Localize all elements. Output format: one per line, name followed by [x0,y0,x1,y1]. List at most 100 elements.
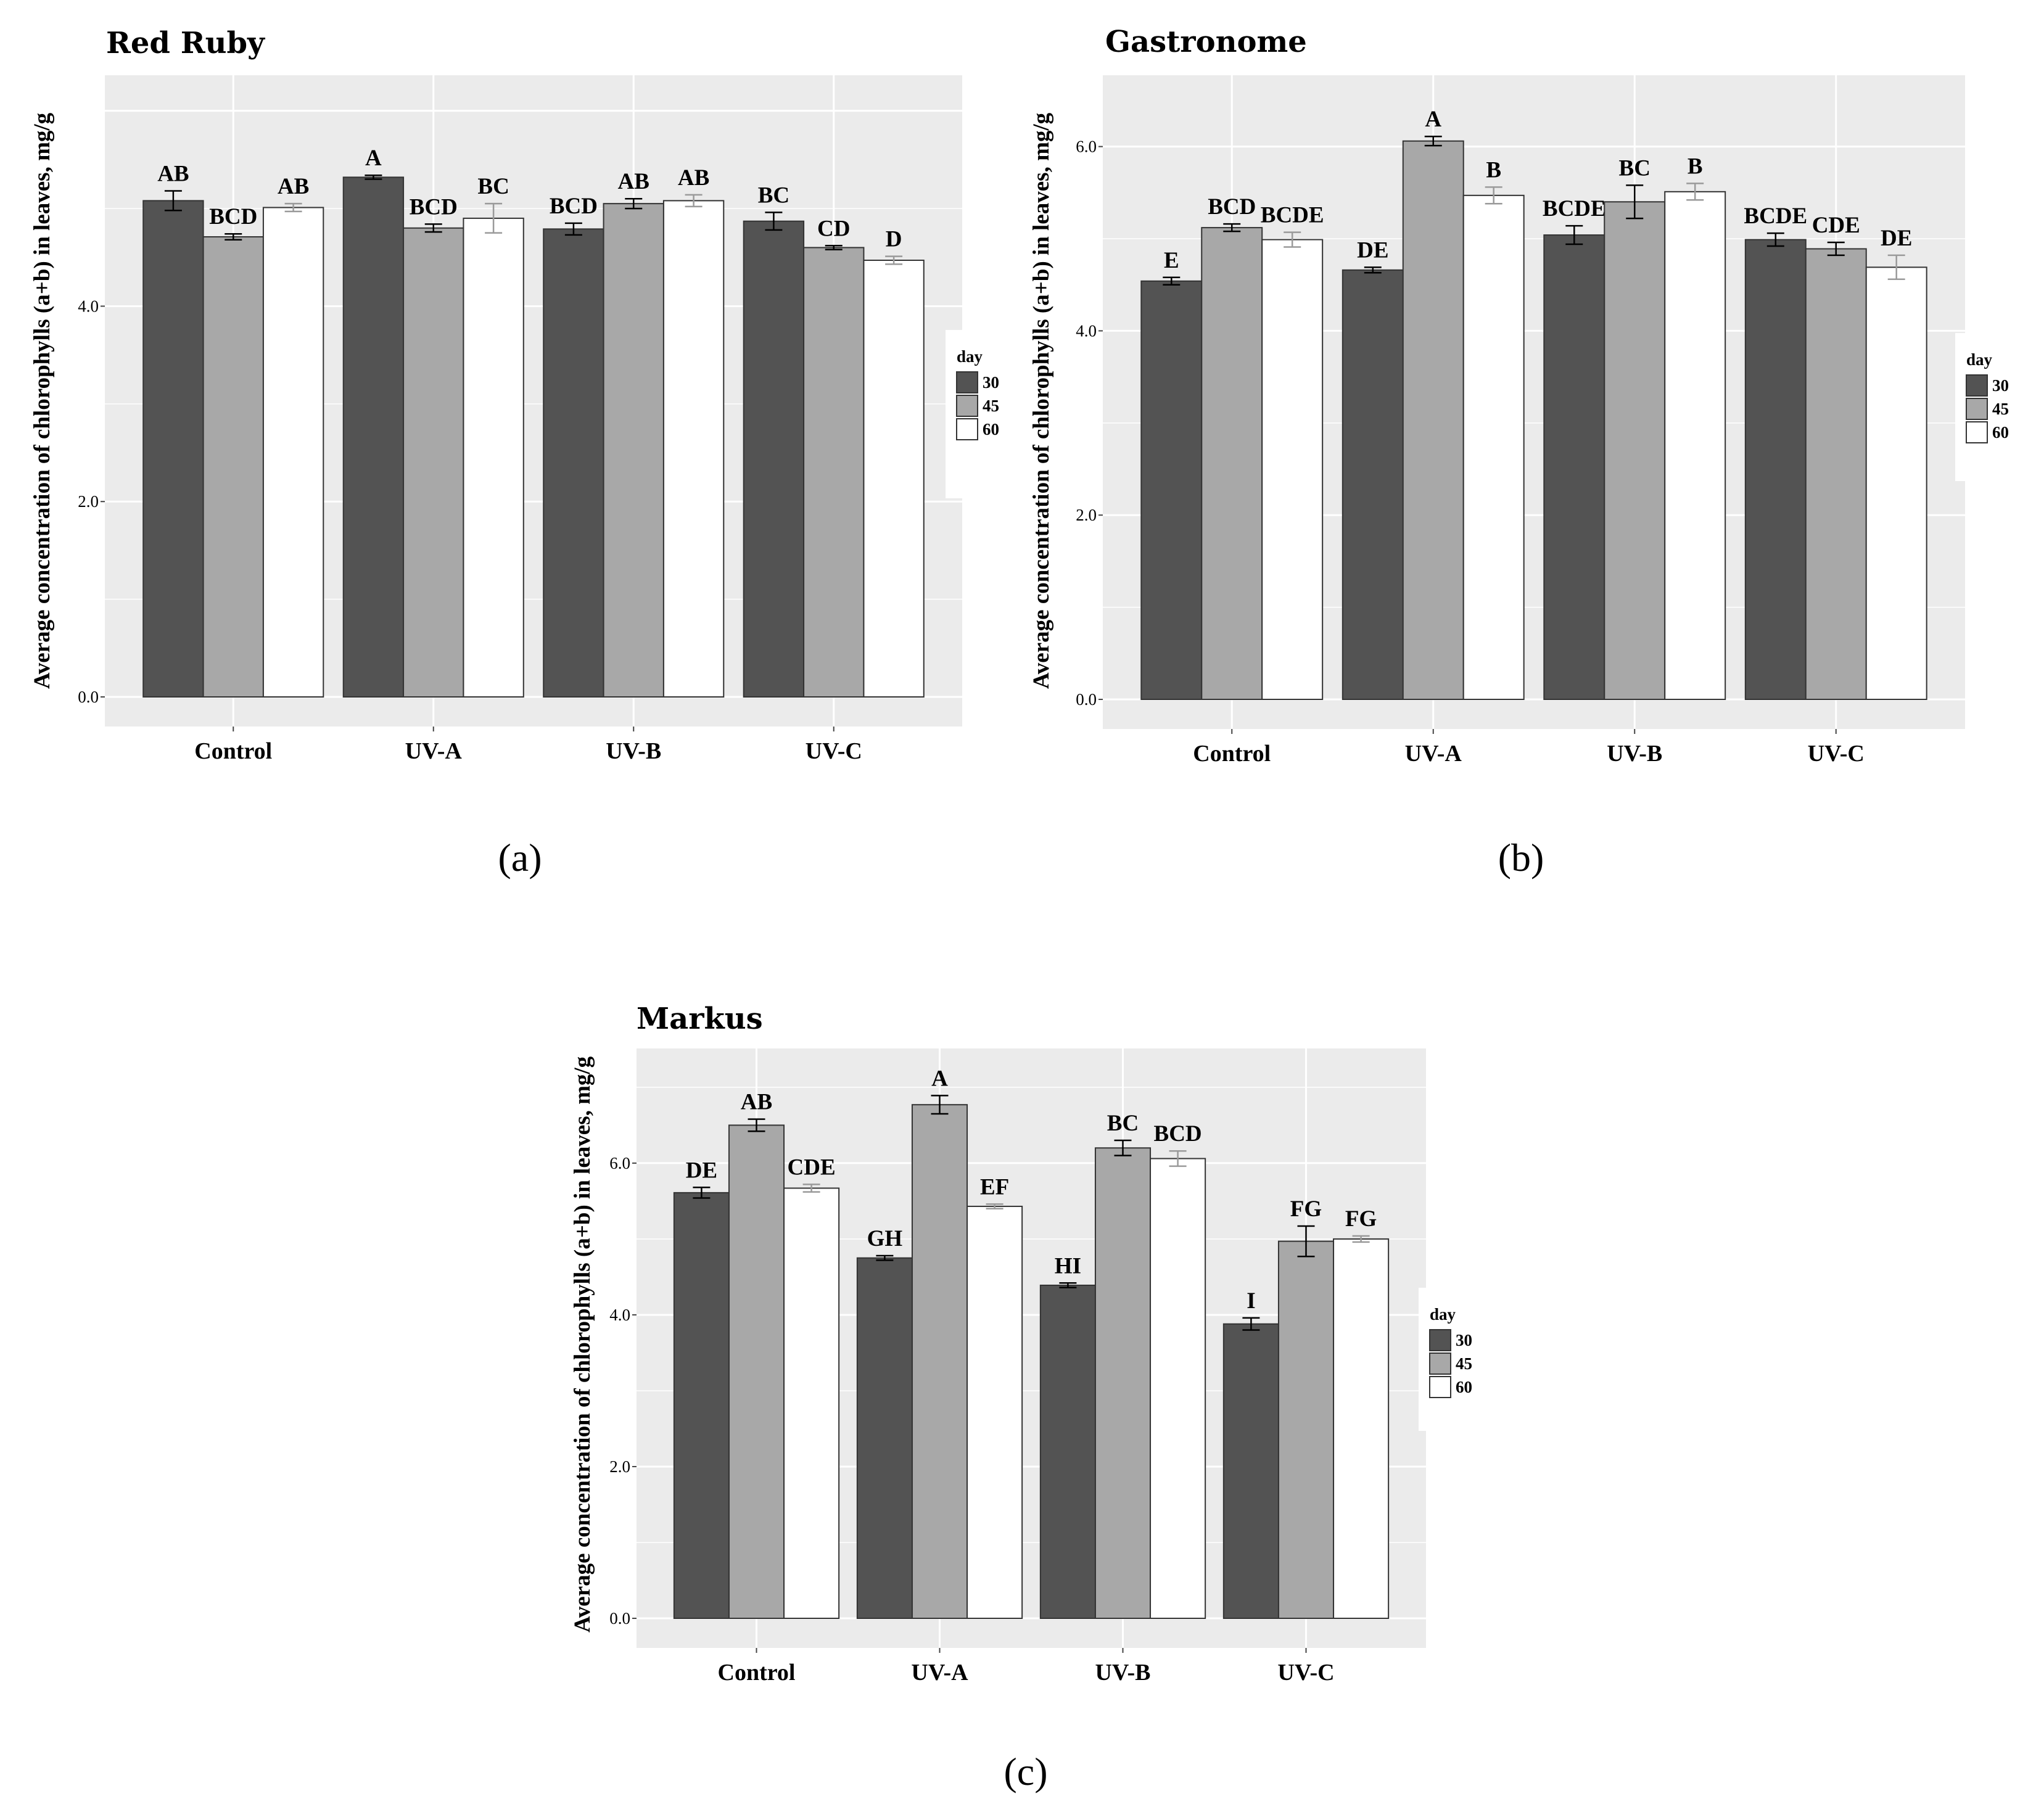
legend-label: 60 [1456,1378,1472,1396]
significance-letter: DE [686,1158,717,1183]
x-category-label: UV-C [1808,741,1865,767]
y-tick-label: 4.0 [78,297,99,315]
x-category-label: Control [718,1660,796,1686]
panel-label: (b) [1498,836,1544,879]
significance-letter: A [365,146,382,171]
significance-letter: BCD [410,194,458,220]
series-day60-bar [1664,191,1726,700]
series-day60-bar [966,1206,1023,1619]
y-tick-label: 2.0 [609,1457,630,1476]
series-day30-bar [1140,280,1203,700]
y-tick-label: 0.0 [1076,690,1097,709]
series-day45-bar [202,236,264,698]
legend-key-day60 [1429,1376,1451,1398]
significance-letter: BCD [550,194,598,219]
y-tick-label: 4.0 [609,1306,630,1324]
legend-label: 60 [1992,423,2009,442]
significance-letter: BC [758,183,789,208]
legend-key-day45 [1429,1353,1451,1375]
y-tick-label: 2.0 [78,492,99,511]
significance-letter: AB [278,174,309,199]
series-day60-bar [1261,239,1324,700]
significance-letter: BC [477,174,509,199]
chart-title: Markus [637,1002,763,1036]
legend-title: day [1966,350,1993,369]
x-category-label: UV-B [606,738,661,764]
significance-letter: AB [618,169,649,194]
x-category-label: UV-A [1405,741,1462,767]
series-day60-bar [662,200,725,698]
significance-letter: D [886,227,902,252]
series-day45-bar [1402,140,1464,700]
significance-letter: CDE [1812,213,1860,238]
legend-title: day [1430,1305,1456,1324]
significance-letter: AB [157,162,189,187]
series-day30-bar [543,228,604,698]
series-day30-bar [856,1257,913,1619]
x-category-label: UV-A [405,738,463,764]
significance-letter: EF [980,1174,1009,1200]
significance-letter: HI [1055,1253,1081,1279]
legend-label: 30 [983,373,999,392]
series-day30-bar [743,220,805,698]
chart-title: Red Ruby [106,26,266,60]
significance-letter: AB [678,165,709,191]
legend-key-day60 [1966,421,1988,443]
significance-letter: CD [817,216,850,241]
series-day60-bar [863,260,925,698]
significance-letter: BC [1619,155,1651,181]
y-axis-label: Average concentration of chlorophylls (a… [30,112,55,689]
series-day60-bar [1333,1238,1390,1619]
significance-letter: BCDE [1543,196,1606,221]
significance-letter: B [1688,154,1703,179]
series-day45-bar [1805,248,1867,700]
series-day45-bar [1201,227,1263,700]
significance-letter: BCDE [1261,203,1324,228]
series-day30-bar [1039,1284,1096,1620]
x-category-label: Control [1193,741,1271,767]
series-day30-bar [1222,1323,1279,1619]
y-axis-label: Average concentration of chlorophylls (a… [570,1056,595,1633]
series-day45-bar [1094,1147,1152,1619]
significance-letter: BCD [209,204,257,229]
x-category-label: UV-C [1277,1660,1334,1686]
y-tick-label: 6.0 [609,1154,630,1172]
significance-letter: E [1164,248,1179,273]
significance-letter: BCDE [1744,204,1807,229]
x-category-label: UV-B [1607,741,1662,767]
x-category-label: UV-C [806,738,862,764]
legend-label: 45 [1456,1354,1472,1373]
significance-letter: AB [741,1090,772,1115]
significance-letter: DE [1881,226,1912,251]
chart-panel-3: 0.0 2.0 4.0 6.0 DE GH HI I AB A BC FG CDE EF BCD FG Cont… [570,1002,1472,1793]
legend-key-day30 [1429,1329,1451,1351]
series-day45-bar [403,227,464,698]
significance-letter: CDE [788,1155,836,1180]
series-day60-bar [1462,194,1525,701]
legend-label: 60 [983,420,999,439]
series-day30-bar [1543,234,1605,700]
chart-title: Gastronome [1105,25,1307,59]
series-day60-bar [783,1187,840,1619]
series-day30-bar [342,176,405,698]
significance-letter: BC [1107,1111,1139,1136]
y-axis-label: Average concentration of chlorophylls (a… [1029,112,1054,689]
legend-key-day45 [1966,398,1988,420]
significance-letter: I [1247,1288,1255,1314]
legend-key-day60 [956,418,978,440]
series-day45-bar [911,1104,968,1619]
legend-label: 45 [983,397,999,415]
legend-label: 30 [1456,1331,1472,1349]
legend-title: day [957,347,983,366]
legend-label: 30 [1992,376,2009,395]
series-day45-bar [728,1124,785,1620]
y-tick-label: 0.0 [78,688,99,706]
x-category-label: UV-A [911,1660,968,1686]
series-day30-bar [1744,239,1807,700]
significance-letter: B [1486,157,1501,183]
